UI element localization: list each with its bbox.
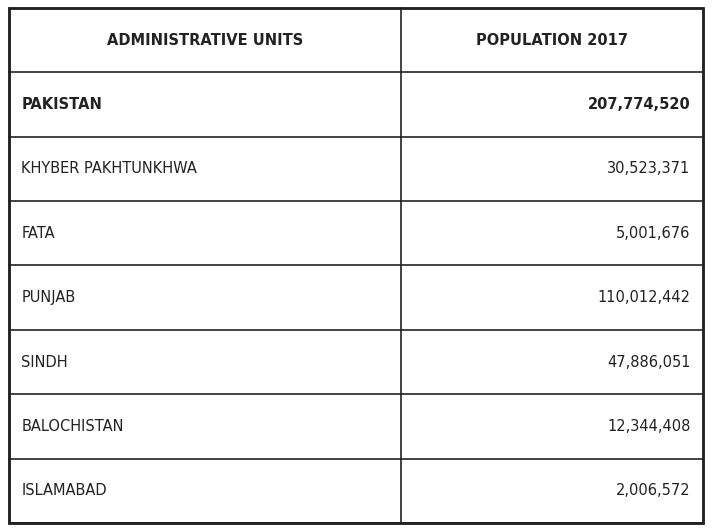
Text: 47,886,051: 47,886,051 xyxy=(607,355,691,370)
Text: 5,001,676: 5,001,676 xyxy=(617,226,691,241)
Text: FATA: FATA xyxy=(21,226,55,241)
Text: KHYBER PAKHTUNKHWA: KHYBER PAKHTUNKHWA xyxy=(21,161,197,176)
Text: ADMINISTRATIVE UNITS: ADMINISTRATIVE UNITS xyxy=(107,33,303,48)
Text: PAKISTAN: PAKISTAN xyxy=(21,97,103,112)
Text: ISLAMABAD: ISLAMABAD xyxy=(21,483,107,498)
Text: BALOCHISTAN: BALOCHISTAN xyxy=(21,419,124,434)
Text: 2,006,572: 2,006,572 xyxy=(616,483,691,498)
Text: PUNJAB: PUNJAB xyxy=(21,290,75,305)
Text: POPULATION 2017: POPULATION 2017 xyxy=(476,33,628,48)
Text: 30,523,371: 30,523,371 xyxy=(607,161,691,176)
Text: SINDH: SINDH xyxy=(21,355,68,370)
Text: 12,344,408: 12,344,408 xyxy=(607,419,691,434)
Text: 110,012,442: 110,012,442 xyxy=(597,290,691,305)
Text: 207,774,520: 207,774,520 xyxy=(588,97,691,112)
